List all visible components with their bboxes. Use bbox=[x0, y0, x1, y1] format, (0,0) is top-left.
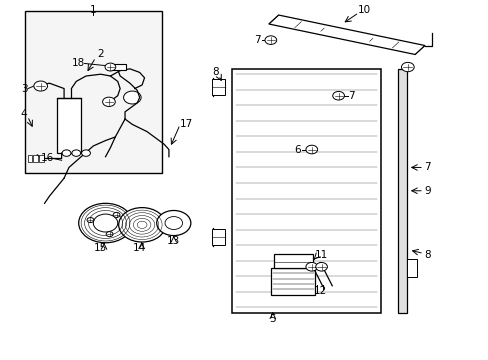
Text: 8: 8 bbox=[211, 67, 218, 77]
Bar bbox=[27, 155, 32, 162]
Circle shape bbox=[34, 81, 47, 91]
Bar bbox=[57, 98, 81, 153]
Circle shape bbox=[93, 214, 118, 232]
Bar bbox=[397, 69, 406, 313]
Bar bbox=[39, 155, 44, 162]
Circle shape bbox=[79, 203, 132, 243]
Circle shape bbox=[401, 62, 413, 72]
Circle shape bbox=[102, 97, 115, 107]
Text: 2: 2 bbox=[97, 49, 104, 59]
Circle shape bbox=[72, 150, 81, 156]
Circle shape bbox=[62, 150, 71, 156]
Text: 14: 14 bbox=[133, 243, 146, 253]
Bar bbox=[33, 155, 38, 162]
Circle shape bbox=[315, 262, 327, 271]
Text: 4: 4 bbox=[21, 109, 27, 119]
Text: 10: 10 bbox=[357, 5, 370, 15]
Bar bbox=[271, 268, 315, 295]
Text: 3: 3 bbox=[21, 84, 27, 94]
Circle shape bbox=[119, 208, 165, 242]
Circle shape bbox=[157, 211, 190, 235]
Text: 7: 7 bbox=[254, 35, 261, 45]
Text: 9: 9 bbox=[423, 186, 430, 196]
Bar bbox=[25, 12, 161, 173]
Circle shape bbox=[106, 231, 113, 237]
Text: 17: 17 bbox=[179, 120, 192, 129]
Circle shape bbox=[305, 145, 317, 154]
Text: 16: 16 bbox=[41, 153, 54, 163]
Circle shape bbox=[164, 217, 182, 229]
Text: 12: 12 bbox=[313, 286, 326, 296]
Bar bbox=[406, 259, 416, 277]
Text: 1: 1 bbox=[90, 5, 97, 15]
Bar bbox=[109, 64, 126, 70]
Circle shape bbox=[305, 262, 317, 271]
Bar bbox=[273, 253, 312, 268]
Text: 15: 15 bbox=[94, 243, 107, 253]
Circle shape bbox=[264, 36, 276, 44]
Bar bbox=[232, 69, 380, 313]
Circle shape bbox=[87, 217, 94, 222]
Circle shape bbox=[113, 212, 120, 217]
Text: 7: 7 bbox=[423, 162, 430, 172]
Circle shape bbox=[105, 63, 116, 71]
Circle shape bbox=[123, 91, 141, 104]
Text: 8: 8 bbox=[423, 250, 430, 260]
Text: 5: 5 bbox=[269, 314, 276, 324]
Bar bbox=[211, 79, 225, 95]
Text: 13: 13 bbox=[167, 236, 180, 246]
Text: 11: 11 bbox=[314, 250, 327, 260]
Text: 18: 18 bbox=[72, 58, 85, 68]
Bar bbox=[211, 229, 225, 245]
Text: 6: 6 bbox=[293, 144, 300, 154]
Text: 7: 7 bbox=[348, 91, 354, 101]
Circle shape bbox=[332, 91, 344, 100]
Circle shape bbox=[81, 150, 90, 156]
Polygon shape bbox=[268, 15, 424, 54]
